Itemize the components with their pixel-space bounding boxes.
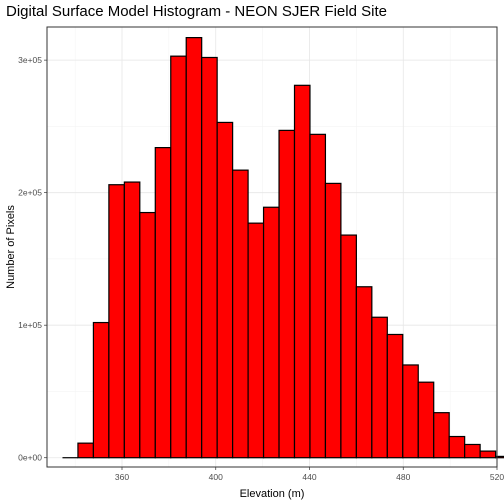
histogram-bar: [293, 84, 311, 459]
chart-title: Digital Surface Model Histogram - NEON S…: [6, 3, 387, 20]
x-axis: 360 400 440 480 520: [115, 467, 504, 482]
x-tick-label: 480: [396, 472, 410, 482]
histogram-bars: [62, 37, 504, 459]
histogram-bar: [340, 234, 357, 459]
histogram-bar: [216, 121, 234, 459]
histogram-bar: [324, 182, 342, 459]
histogram-bar: [185, 37, 203, 459]
panel-border: [46, 26, 498, 468]
x-tick-label: 440: [302, 472, 316, 482]
histogram-bar: [201, 56, 218, 459]
histogram-bar: [417, 381, 435, 459]
x-axis-title: Elevation (m): [240, 488, 305, 500]
histogram-bar: [386, 333, 404, 459]
histogram-bar: [278, 129, 296, 459]
x-tick-label: 360: [115, 472, 129, 482]
histogram-bar: [309, 133, 327, 459]
histogram-bar: [448, 435, 466, 459]
histogram-bar: [123, 181, 141, 459]
histogram-bar: [464, 443, 481, 459]
histogram-bar: [77, 442, 95, 459]
y-axis: 0e+00 1e+05 2e+05 3e+05: [18, 55, 47, 463]
histogram-bar: [494, 455, 504, 459]
histogram-bar: [402, 364, 419, 459]
x-tick-label: 520: [490, 472, 504, 482]
y-tick-label: 3e+05: [18, 55, 42, 65]
histogram-bar: [170, 55, 187, 459]
histogram-bar: [108, 184, 125, 459]
histogram-bar: [139, 211, 156, 459]
y-tick-label: 1e+05: [18, 320, 42, 330]
histogram-bar: [371, 316, 388, 459]
y-tick-label: 2e+05: [18, 188, 42, 198]
histogram-bar: [232, 169, 249, 459]
histogram-bar: [247, 222, 265, 459]
y-tick-label: 0e+00: [18, 453, 42, 463]
histogram-bar: [479, 450, 497, 459]
histogram-bar: [355, 286, 373, 459]
x-tick-label: 400: [209, 472, 223, 482]
histogram-bar: [154, 147, 172, 459]
histogram-bar: [262, 206, 280, 459]
histogram-bar: [433, 412, 450, 459]
histogram-bar: [92, 321, 110, 459]
y-axis-title: Number of Pixels: [5, 205, 17, 289]
